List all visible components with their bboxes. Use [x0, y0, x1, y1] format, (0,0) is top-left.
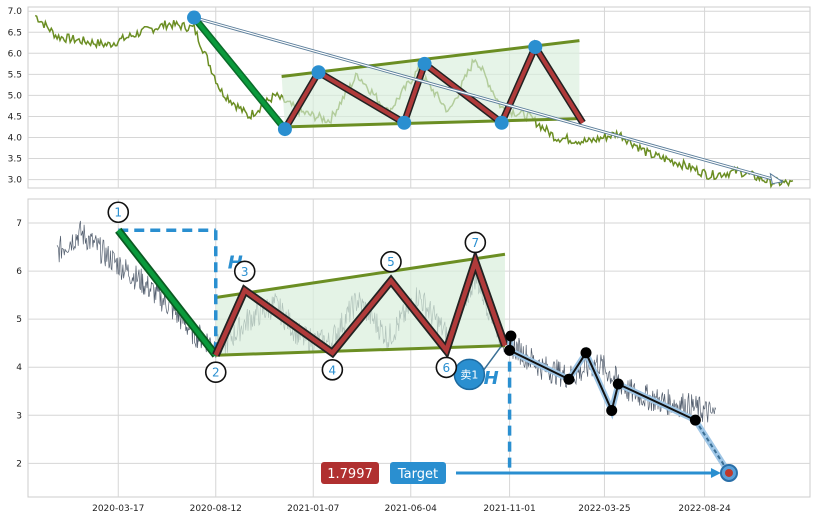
y-tick-label: 7 [16, 219, 22, 229]
pattern-point-marker [528, 39, 543, 54]
pattern-point-marker [311, 65, 326, 80]
forecast-point-marker [689, 414, 701, 426]
target-arrow-head [710, 467, 721, 478]
target-point-core [724, 468, 733, 477]
x-tick-label: 2021-11-01 [483, 504, 535, 514]
forecast-point-marker [563, 373, 575, 385]
pattern-point-marker [187, 10, 202, 25]
pattern-point-badge [107, 201, 130, 224]
y-tick-label: 6.0 [8, 49, 23, 59]
y-tick-label: 4.0 [8, 133, 23, 143]
forecast-point-marker [606, 404, 618, 416]
bottom-panel: 7 6 5 4 3 2 2020-03-17 2020-08-12 2021-01-07 2021… [16, 198, 811, 514]
pattern-point-badge [233, 260, 256, 283]
forecast-point-marker [580, 347, 592, 359]
y-tick-label: 4.5 [8, 112, 22, 122]
pattern-point-badge [464, 231, 487, 254]
target-box [390, 461, 446, 484]
x-tick-label: 2021-01-07 [287, 504, 339, 514]
down-leg [116, 228, 218, 357]
pattern-point-marker [417, 56, 432, 71]
pattern-point-label: 1 [114, 206, 122, 220]
pattern-point-label: 5 [387, 255, 395, 269]
pattern-point-label: 7 [472, 236, 480, 250]
target-label: Target [397, 467, 438, 482]
support-line [215, 344, 506, 357]
trend-arrow [193, 16, 783, 183]
target-value-label: 1.7997 [327, 467, 373, 482]
y-tick-label: 4 [16, 363, 22, 373]
zigzag-line [213, 254, 508, 357]
height-label: H [484, 368, 499, 389]
y-tick-label: 3.0 [8, 176, 23, 186]
forecast-point-marker [505, 330, 517, 342]
pattern-point-marker [494, 115, 509, 130]
x-tick-label: 2021-06-04 [385, 504, 438, 514]
forecast-point-marker [504, 344, 516, 356]
x-tick-label: 2022-08-24 [678, 504, 731, 514]
x-tick-label: 2020-08-12 [190, 504, 242, 514]
y-tick-label: 5.0 [8, 91, 23, 101]
y-tick-label: 2 [16, 459, 22, 469]
forecast-point-marker [612, 378, 624, 390]
pattern-point-badge [204, 361, 227, 384]
pattern-point-label: 3 [241, 265, 249, 279]
x-tick-label: 2020-03-17 [92, 504, 144, 514]
target-value-box [321, 461, 379, 484]
x-tick-label: 2022-03-25 [578, 504, 630, 514]
y-tick-label: 3.5 [8, 155, 22, 165]
pattern-point-label: 4 [329, 363, 337, 377]
pattern-point-marker [397, 115, 412, 130]
y-tick-label: 3 [16, 411, 22, 421]
top-panel: 7.0 6.5 6.0 5.5 5.0 4.5 4.0 3.5 3.0 [8, 6, 811, 189]
pattern-point-label: 6 [443, 361, 451, 375]
pattern-point-marker [277, 122, 292, 137]
y-tick-label: 6 [16, 267, 22, 277]
sell-signal-pointer [482, 346, 502, 371]
down-leg [192, 16, 287, 131]
pattern-point-label: 2 [212, 366, 220, 380]
pattern-point-badge [435, 356, 458, 379]
y-tick-label: 5 [16, 315, 22, 325]
y-tick-label: 6.5 [8, 28, 22, 38]
pattern-point-badge [321, 359, 344, 381]
pattern-point-badge [380, 250, 402, 273]
sell-signal-label: 卖1 [460, 368, 478, 381]
y-tick-label: 7.0 [8, 7, 23, 17]
y-tick-label: 5.5 [8, 70, 22, 80]
trend-arrow-head [769, 172, 784, 185]
forecast-final-leg [694, 419, 730, 474]
support-line [281, 117, 583, 129]
resistance-line [215, 252, 506, 300]
